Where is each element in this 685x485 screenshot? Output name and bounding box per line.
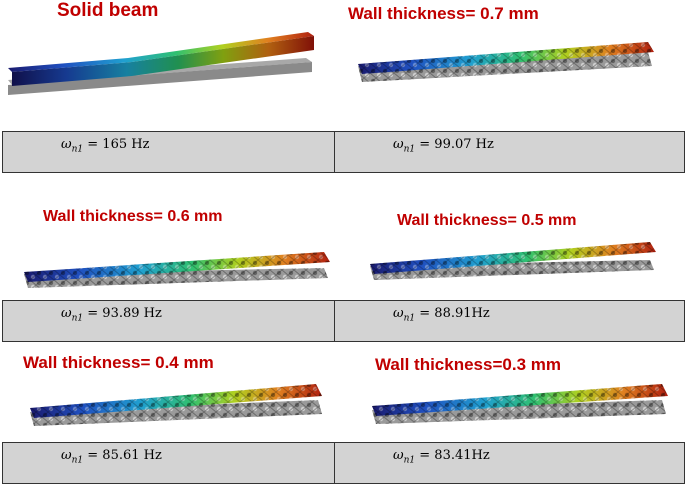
lattice-beam-0-5 (370, 242, 656, 280)
deformed-beam-side (12, 36, 314, 86)
panel-title-wall-0-4: Wall thickness= 0.4 mm (23, 353, 214, 372)
lattice-beam-0-4 (30, 384, 322, 426)
deformed-beam-top (8, 32, 314, 72)
frequency-label: ωn1 = 99.07 Hz (393, 137, 494, 155)
lattice-beam-0-6 (24, 252, 330, 288)
lattice-beam-0-7 (358, 42, 654, 82)
frequency-label: ωn1 = 165 Hz (61, 137, 150, 155)
frequency-label: ωn1 = 88.91Hz (393, 306, 490, 324)
panel-title-wall-0-6: Wall thickness= 0.6 mm (43, 208, 223, 225)
frequency-label: ωn1 = 83.41Hz (393, 448, 490, 466)
frequency-box: ωn1 = 88.91Hz (334, 300, 685, 342)
solid-beam-illustration (8, 32, 314, 95)
panel-title-wall-0-3: Wall thickness=0.3 mm (375, 355, 561, 374)
lattice-beam-0-3 (372, 384, 668, 424)
frequency-box: ωn1 = 99.07 Hz (334, 131, 685, 173)
frequency-box: ωn1 = 85.61 Hz (2, 442, 335, 484)
frequency-box: ωn1 = 93.89 Hz (2, 300, 335, 342)
frequency-label: ωn1 = 85.61 Hz (61, 448, 162, 466)
frequency-label: ωn1 = 93.89 Hz (61, 306, 162, 324)
panel-title-solid-beam: Solid beam (57, 0, 159, 21)
frequency-box: ωn1 = 165 Hz (2, 131, 335, 173)
panel-title-wall-0-7: Wall thickness= 0.7 mm (348, 4, 539, 23)
panel-title-wall-0-5: Wall thickness= 0.5 mm (397, 212, 577, 229)
frequency-box: ωn1 = 83.41Hz (334, 442, 685, 484)
